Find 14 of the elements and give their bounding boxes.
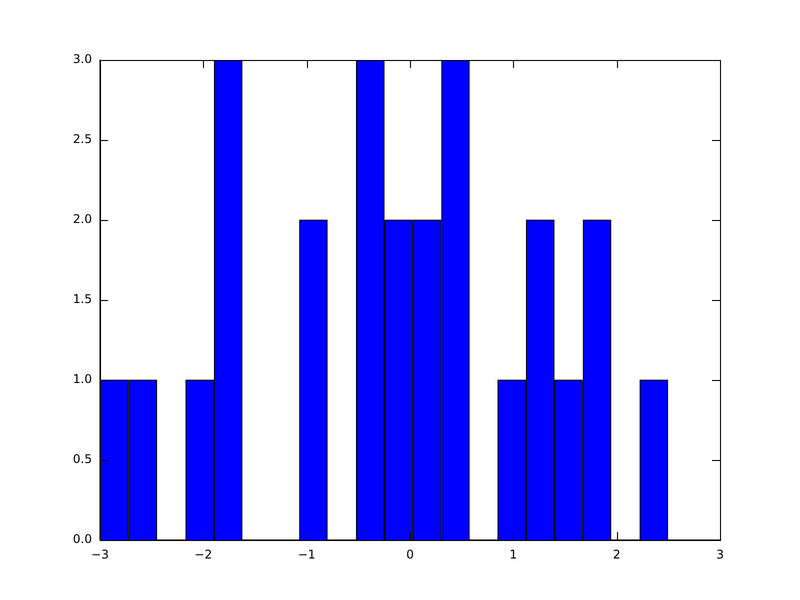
y-tick-label: 3.0 bbox=[72, 52, 92, 66]
x-tick-label: −3 bbox=[91, 547, 109, 562]
y-tick-label: 0.5 bbox=[72, 452, 92, 466]
x-tick-label: −2 bbox=[194, 547, 212, 562]
y-tick-label: 1.0 bbox=[72, 372, 92, 386]
y-tick-label: 1.5 bbox=[72, 292, 92, 306]
x-tick-label: 2 bbox=[612, 547, 620, 562]
x-tick-label: 0 bbox=[406, 547, 414, 562]
x-tick-label: −1 bbox=[298, 547, 316, 562]
y-tick-label: 2.0 bbox=[72, 212, 92, 226]
y-tick-label: 2.5 bbox=[72, 132, 92, 146]
x-tick-label: 3 bbox=[716, 547, 724, 562]
x-tick-label: 1 bbox=[510, 547, 518, 562]
y-tick-label: 0.0 bbox=[72, 532, 92, 546]
